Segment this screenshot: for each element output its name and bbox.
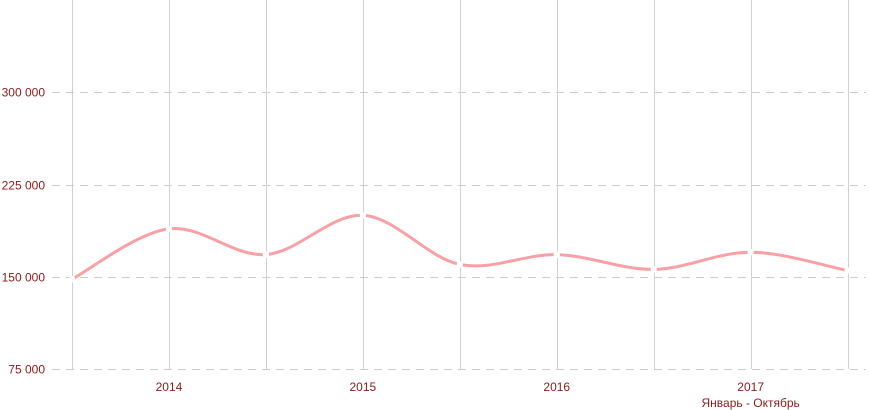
data-point[interactable] bbox=[262, 251, 270, 258]
x-axis-ticks: 2014 2015 2016 2017 Январь - Октябрь bbox=[156, 380, 800, 410]
data-point[interactable] bbox=[650, 266, 657, 273]
data-point[interactable] bbox=[456, 261, 463, 268]
data-point[interactable] bbox=[359, 212, 367, 219]
x-tick-note: Январь - Октябрь bbox=[701, 396, 799, 410]
x-tick-label: 2016 bbox=[543, 380, 570, 394]
x-tick-label: 2017 bbox=[737, 380, 764, 394]
series-line bbox=[70, 213, 850, 281]
data-point[interactable] bbox=[553, 251, 560, 258]
y-tick-label: 75 000 bbox=[8, 363, 45, 377]
y-tick-label: 225 000 bbox=[2, 179, 46, 193]
series-layer bbox=[68, 212, 851, 283]
data-point[interactable] bbox=[68, 276, 76, 283]
y-axis-ticks: 75 000 150 000 225 000 300 000 bbox=[2, 86, 46, 377]
data-point[interactable] bbox=[165, 225, 173, 232]
x-tick-label: 2014 bbox=[156, 380, 183, 394]
x-tick-label: 2015 bbox=[349, 380, 376, 394]
data-point[interactable] bbox=[844, 267, 851, 274]
y-tick-label: 300 000 bbox=[2, 86, 46, 100]
data-point[interactable] bbox=[747, 249, 754, 256]
y-tick-label: 150 000 bbox=[2, 271, 46, 285]
horizontal-grid bbox=[52, 92, 866, 370]
vertical-grid bbox=[72, 0, 849, 369]
